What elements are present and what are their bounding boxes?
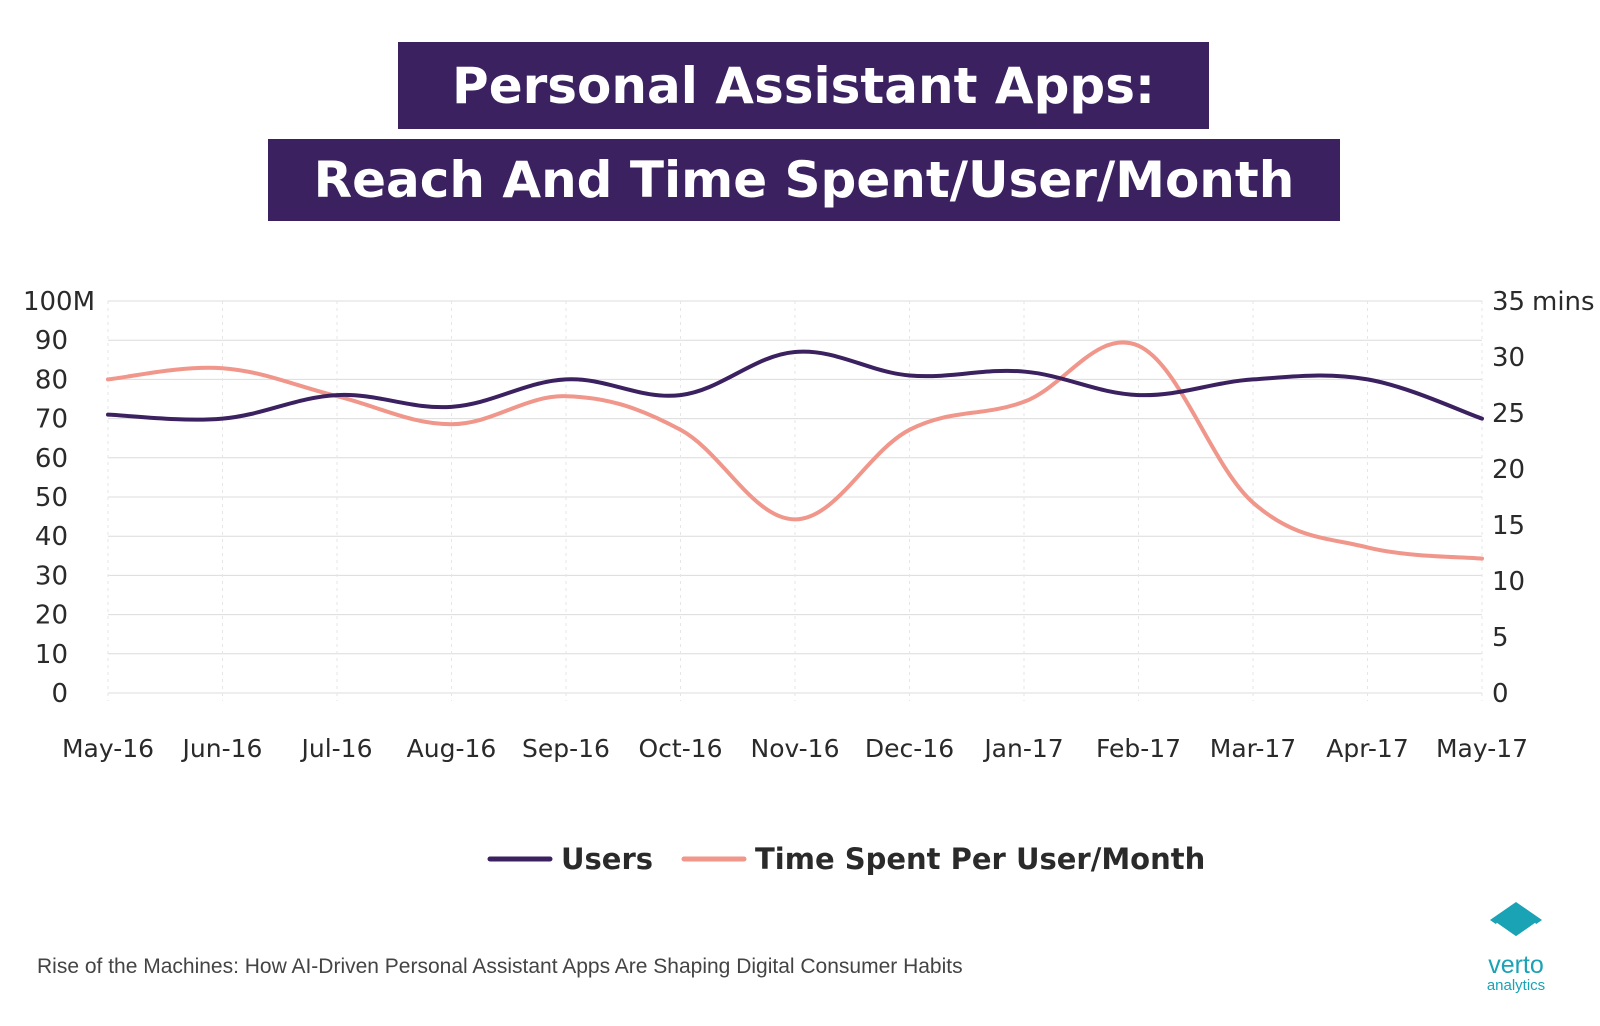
y-right-tick-label: 35: [1492, 287, 1525, 317]
y-left-tick-label: 100M: [23, 287, 95, 317]
y-left-tick-label: 10: [35, 640, 68, 670]
legend-label-users: Users: [561, 842, 653, 876]
logo-subtitle: analytics: [1486, 977, 1546, 994]
x-tick-label: Jan-17: [982, 734, 1063, 763]
logo-wordmark: verto: [1488, 951, 1544, 979]
y-right-tick-label: 20: [1492, 455, 1525, 485]
y-right-tick-label: 10: [1492, 567, 1525, 597]
chart-title-line1: Personal Assistant Apps:: [398, 42, 1209, 129]
y-left-tick-label: 70: [35, 405, 68, 435]
x-tick-label: Oct-16: [638, 734, 722, 763]
y-right-unit-label: mins: [1532, 287, 1595, 317]
y-right-tick-label: 5: [1492, 623, 1509, 653]
y-right-tick-label: 30: [1492, 343, 1525, 373]
y-left-tick-label: 90: [35, 326, 68, 356]
x-tick-label: Sep-16: [522, 734, 610, 763]
y-right-tick-label: 25: [1492, 399, 1525, 429]
series-line-time-spent: [106, 340, 1484, 561]
y-left-tick-label: 30: [35, 561, 68, 591]
x-tick-label: Feb-17: [1096, 734, 1181, 763]
verto-diamond-icon: [1490, 902, 1542, 940]
x-tick-label: May-17: [1436, 734, 1528, 763]
x-tick-label: Nov-16: [751, 734, 840, 763]
series-line-users: [106, 349, 1484, 422]
y-left-tick-label: 20: [35, 601, 68, 631]
x-tick-label: Aug-16: [407, 734, 497, 763]
legend-label-time-spent: Time Spent Per User/Month: [755, 842, 1205, 876]
chart-title-line2: Reach And Time Spent/User/Month: [268, 139, 1340, 221]
x-tick-label: Jun-16: [181, 734, 263, 763]
y-left-tick-label: 0: [51, 679, 68, 709]
verto-logo: verto analytics: [1470, 900, 1562, 1000]
y-left-tick-label: 40: [35, 522, 68, 552]
x-tick-label: Mar-17: [1210, 734, 1296, 763]
x-tick-label: Jul-16: [300, 734, 373, 763]
y-left-tick-label: 80: [35, 365, 68, 395]
y-left-tick-label: 50: [35, 483, 68, 513]
x-tick-label: Dec-16: [865, 734, 954, 763]
y-right-tick-label: 0: [1492, 679, 1509, 709]
x-tick-label: Apr-17: [1326, 734, 1408, 763]
footer-source-text: Rise of the Machines: How AI-Driven Pers…: [37, 955, 963, 978]
x-tick-label: May-16: [62, 734, 154, 763]
y-left-tick-label: 60: [35, 444, 68, 474]
y-right-tick-label: 15: [1492, 511, 1525, 541]
